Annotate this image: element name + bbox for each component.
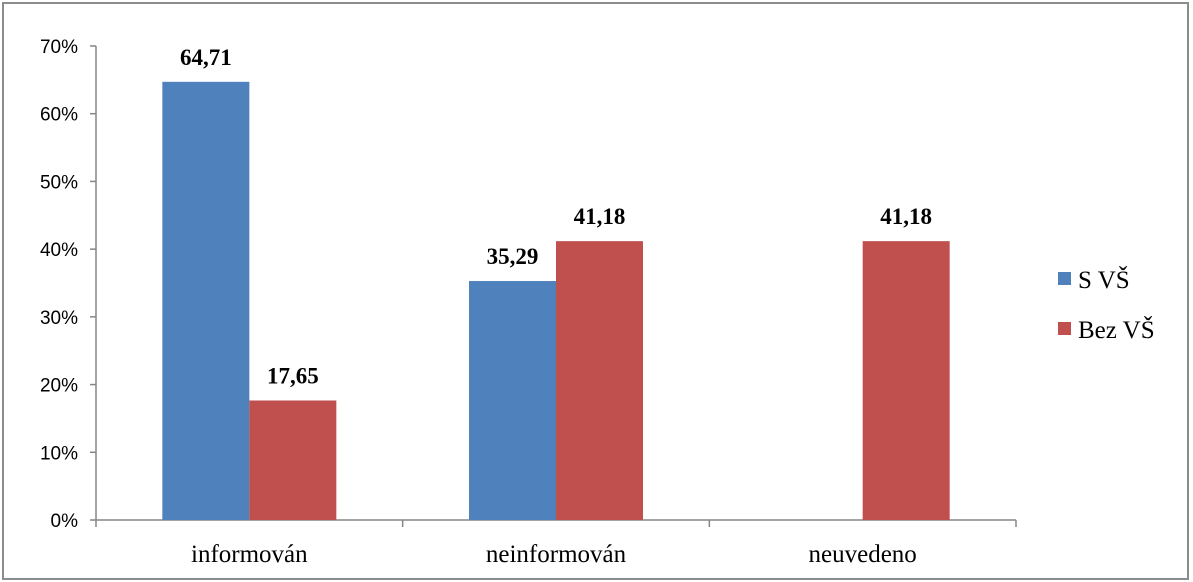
y-tick-label: 40% <box>40 240 78 261</box>
bar <box>862 241 950 520</box>
bar <box>469 281 556 520</box>
bar <box>556 241 643 520</box>
bar <box>162 81 250 520</box>
x-category-label: neuvedeno <box>809 541 917 568</box>
bar <box>249 400 337 520</box>
y-tick-label: 70% <box>40 37 78 58</box>
x-category-label: neinformován <box>486 541 627 568</box>
legend-swatch <box>1058 322 1071 335</box>
x-category-label: informován <box>191 541 308 568</box>
data-label: 17,65 <box>267 363 319 388</box>
axes: 0% 10% 20% 30% 40% 50% 60% 70% informován neinfor… <box>40 37 1017 568</box>
y-tick-label: 10% <box>40 443 78 464</box>
y-tick-label: 50% <box>40 172 78 193</box>
legend: S VŠ Bez VŠ <box>1058 265 1155 344</box>
y-tick-label: 0% <box>51 511 79 532</box>
legend-label: S VŠ <box>1078 265 1130 294</box>
data-label: 64,71 <box>180 45 232 70</box>
data-label: 41,18 <box>574 204 626 229</box>
data-labels: 64,71 17,65 35,29 41,18 41,18 <box>180 45 932 389</box>
bars <box>162 81 950 520</box>
legend-label: Bez VŠ <box>1078 315 1155 344</box>
data-label: 35,29 <box>487 244 539 269</box>
bar-chart: 0% 10% 20% 30% 40% 50% 60% 70% informován neinfor… <box>40 37 1155 568</box>
y-tick-label: 60% <box>40 105 78 126</box>
y-tick-label: 30% <box>40 308 78 329</box>
legend-swatch <box>1058 272 1071 285</box>
data-label: 41,18 <box>880 204 932 229</box>
y-tick-label: 20% <box>40 376 78 397</box>
